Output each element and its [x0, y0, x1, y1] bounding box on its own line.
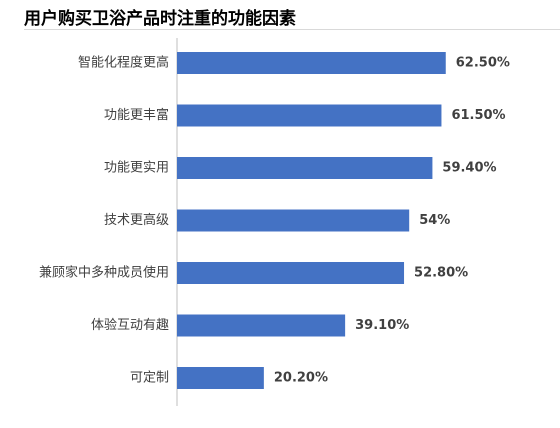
bar	[177, 367, 264, 389]
category-label: 智能化程度更高	[78, 55, 169, 71]
bars-layer: 智能化程度更高 62.50% 功能更丰富 61.50% 功能更实用 59.40% 技术更高级…	[39, 52, 510, 389]
category-label: 可定制	[130, 371, 169, 386]
value-label: 39.10%	[355, 318, 409, 333]
category-label: 技术更高级	[104, 212, 169, 228]
value-label: 52.80%	[414, 266, 468, 281]
value-label: 62.50%	[456, 56, 510, 71]
category-label: 功能更实用	[104, 161, 169, 176]
title-divider	[24, 29, 560, 30]
value-label: 54%	[419, 213, 450, 228]
bar	[177, 104, 442, 127]
bar	[177, 209, 410, 232]
value-label: 59.40%	[442, 161, 496, 176]
bar	[177, 262, 405, 284]
bar	[177, 52, 446, 74]
value-label: 61.50%	[451, 108, 505, 123]
bar	[177, 157, 433, 179]
value-label: 20.20%	[274, 371, 328, 386]
chart-title: 用户购买卫浴产品时注重的功能因素	[24, 9, 296, 29]
bar	[177, 314, 346, 337]
category-label: 兼顾家中多种成员使用	[39, 265, 169, 281]
category-label: 体验互动有趣	[91, 317, 169, 333]
category-label: 功能更丰富	[104, 107, 169, 123]
